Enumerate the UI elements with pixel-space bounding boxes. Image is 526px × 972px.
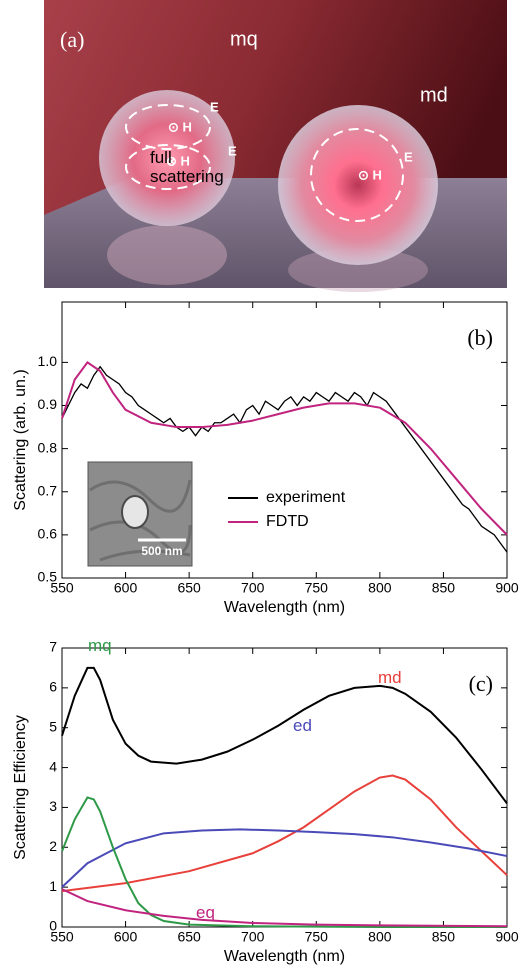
series-line (61, 774, 508, 893)
x-tick-label: 900 (495, 929, 519, 945)
legend-label: FDTD (266, 513, 309, 530)
panel-label: (c) (469, 671, 493, 696)
series-line (61, 888, 508, 928)
series-line (61, 361, 508, 536)
x-tick-label: 600 (114, 929, 138, 945)
image-label: ⊗ H (166, 153, 190, 168)
series-label: mq (88, 636, 112, 655)
x-tick-label: 600 (114, 580, 138, 596)
y-tick-label: 0.7 (38, 482, 58, 498)
plot-frame (61, 301, 508, 579)
panel-label: (a) (60, 27, 84, 52)
x-tick-label: 650 (177, 929, 201, 945)
y-tick-label: 1 (49, 878, 57, 894)
x-tick-label: 550 (50, 580, 74, 596)
y-tick-label: 1.0 (38, 353, 58, 369)
scale-bar-label: 500 nm (141, 544, 182, 558)
x-tick-label: 700 (241, 580, 265, 596)
x-tick-label: 850 (432, 929, 456, 945)
series-line (61, 796, 507, 928)
image-label: ⊙ H (358, 167, 382, 182)
x-axis-label: Wavelength (nm) (224, 948, 345, 965)
panel-a-image (44, 0, 507, 292)
series-line (61, 828, 508, 888)
x-tick-label: 700 (241, 929, 265, 945)
y-tick-label: 3 (49, 798, 57, 814)
y-tick-label: 4 (49, 758, 57, 774)
x-tick-label: 800 (368, 929, 392, 945)
x-tick-label: 900 (495, 580, 519, 596)
x-tick-label: 850 (432, 580, 456, 596)
series-label: eq (196, 903, 215, 922)
y-tick-label: 0.9 (38, 396, 58, 412)
series-line (61, 666, 508, 805)
y-tick-label: 5 (49, 718, 57, 734)
series-label: ed (293, 716, 312, 735)
y-tick-label: 0 (49, 918, 57, 934)
x-tick-label: 750 (305, 580, 329, 596)
inset-particle (121, 495, 149, 529)
image-label: E (404, 149, 413, 164)
inset-image: 500 nm (87, 461, 193, 567)
series-line (61, 365, 508, 553)
x-tick-label: 650 (177, 580, 201, 596)
series-label: full scattering (150, 148, 224, 186)
image-label: ⊙ H (168, 119, 192, 134)
y-tick-label: 2 (49, 838, 57, 854)
y-tick-label: 0.5 (38, 569, 58, 585)
image-label: mq (230, 28, 258, 50)
y-axis-label: Scattering (arb. un.) (12, 369, 29, 510)
y-tick-label: 0.8 (38, 439, 58, 455)
image-label: E (228, 143, 237, 158)
legend-label: experiment (266, 489, 346, 506)
series-label: md (378, 668, 402, 687)
y-tick-label: 6 (49, 679, 57, 695)
x-tick-label: 800 (368, 580, 392, 596)
y-tick-label: 7 (49, 639, 57, 655)
x-tick-label: 550 (50, 929, 74, 945)
panel-label: (b) (467, 325, 493, 350)
x-tick-label: 750 (305, 929, 329, 945)
image-label: E (210, 99, 219, 114)
image-label: md (420, 84, 448, 106)
y-axis-label: Scattering Efficiency (12, 715, 29, 860)
y-tick-label: 0.6 (38, 526, 58, 542)
x-axis-label: Wavelength (nm) (224, 599, 345, 616)
